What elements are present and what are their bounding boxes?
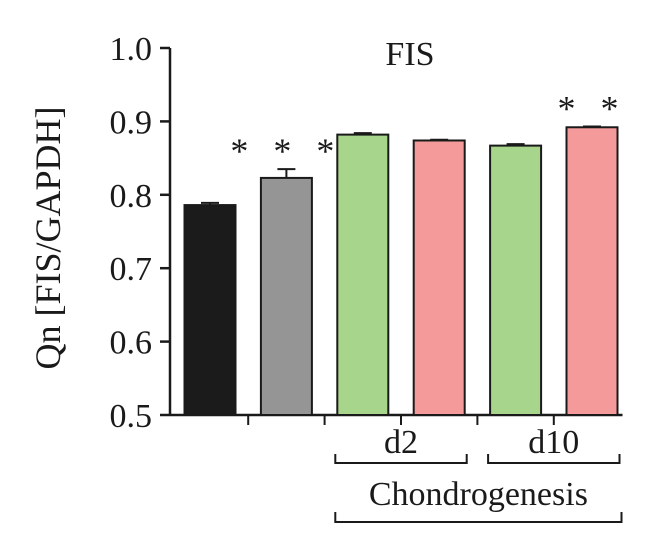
group-bracket [334, 454, 468, 464]
y-tick-label: 0.5 [110, 398, 153, 435]
bar [565, 126, 619, 416]
y-axis-label: Qn [FIS/GAPDH] [28, 106, 68, 369]
group-label: d10 [528, 424, 579, 461]
y-tick-label: 0.6 [110, 325, 153, 362]
significance-marker: * * * [230, 131, 342, 171]
axes: 0.5 0.6 0.7 0.8 0.9 1.0 [110, 31, 623, 435]
y-tick-label: 0.7 [110, 251, 153, 288]
chart-title: FIS [385, 36, 434, 73]
super-group-label: Chondrogenesis [369, 476, 588, 513]
bar [183, 204, 237, 416]
y-tick-label: 0.9 [110, 104, 153, 141]
group-bracket [487, 454, 621, 464]
group-label: d2 [384, 424, 418, 461]
significance-marker: * * [558, 89, 627, 129]
bar [336, 133, 390, 416]
bar [412, 139, 466, 416]
super-group-bracket [334, 512, 623, 523]
bar [259, 176, 313, 416]
y-tick-label: 0.8 [110, 178, 153, 215]
bars-layer [183, 125, 619, 416]
bar [489, 144, 543, 416]
y-tick-label: 1.0 [110, 31, 153, 68]
annotations-layer: * * * * * d2 d10 Chondrogenesis [230, 89, 627, 523]
